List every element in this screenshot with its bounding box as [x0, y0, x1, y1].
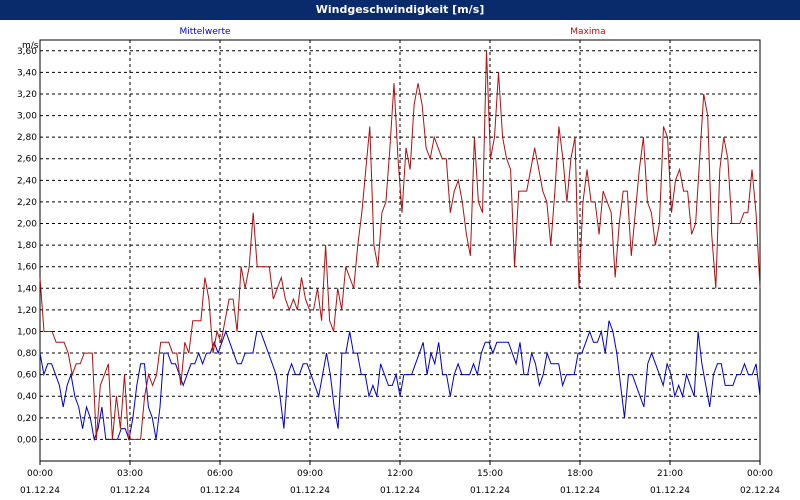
y-tick-label: 0,20 — [17, 414, 37, 424]
legend-mittelwerte: Mittelwerte — [179, 27, 230, 37]
x-tick-time: 18:00 — [567, 469, 593, 479]
x-tick-date: 01.12.24 — [20, 486, 60, 496]
x-tick-date: 02.12.24 — [740, 486, 780, 496]
x-tick-time: 00:00 — [747, 469, 773, 479]
y-axis-label: m/s — [22, 41, 39, 51]
y-tick-label: 2,00 — [17, 220, 37, 230]
y-axis-ticks: 0,00 0,20 0,40 0,60 0,80 1,00 1,20 1,40 1,60 1,80… — [17, 47, 37, 446]
y-tick-label: 1,40 — [17, 284, 37, 294]
x-tick-date: 01.12.24 — [470, 486, 510, 496]
series-line-mittelwerte — [39, 320, 761, 442]
legend-maxima: Maxima — [570, 27, 605, 37]
y-tick-label: 0,80 — [17, 349, 37, 359]
chart-title: Windgeschwindigkeit [m/s] — [0, 0, 800, 20]
y-tick-label: 2,80 — [17, 133, 37, 143]
y-tick-label: 0,40 — [17, 392, 37, 402]
x-tick-time: 03:00 — [117, 469, 143, 479]
x-axis-ticks: 00:00 01.12.24 03:00 01.12.24 06:00 01.12.24 0… — [20, 461, 780, 496]
y-tick-label: 0,00 — [17, 435, 37, 445]
x-tick-date: 01.12.24 — [650, 486, 690, 496]
y-tick-label: 3,00 — [17, 112, 37, 122]
y-tick-label: 2,20 — [17, 198, 37, 208]
y-tick-label: 1,20 — [17, 306, 37, 316]
x-tick-time: 12:00 — [387, 469, 413, 479]
y-tick-label: 0,60 — [17, 371, 37, 381]
x-tick-date: 01.12.24 — [560, 486, 600, 496]
x-tick-date: 01.12.24 — [200, 486, 240, 496]
x-tick-date: 01.12.24 — [380, 486, 420, 496]
y-tick-label: 3,60 — [17, 47, 37, 57]
y-tick-label: 2,60 — [17, 155, 37, 165]
x-tick-time: 06:00 — [207, 469, 233, 479]
y-tick-label: 1,60 — [17, 263, 37, 273]
y-tick-label: 1,00 — [17, 327, 37, 337]
y-tick-label: 3,20 — [17, 90, 37, 100]
x-tick-time: 00:00 — [27, 469, 53, 479]
x-tick-date: 01.12.24 — [110, 486, 150, 496]
x-tick-date: 01.12.24 — [290, 486, 330, 496]
y-tick-label: 3,40 — [17, 68, 37, 78]
x-tick-time: 21:00 — [657, 469, 683, 479]
series-lines — [39, 50, 761, 442]
y-tick-label: 2,40 — [17, 176, 37, 186]
x-tick-time: 15:00 — [477, 469, 503, 479]
grid — [40, 40, 760, 461]
x-tick-time: 09:00 — [297, 469, 323, 479]
y-tick-label: 1,80 — [17, 241, 37, 251]
series-line-maxima — [39, 50, 761, 440]
